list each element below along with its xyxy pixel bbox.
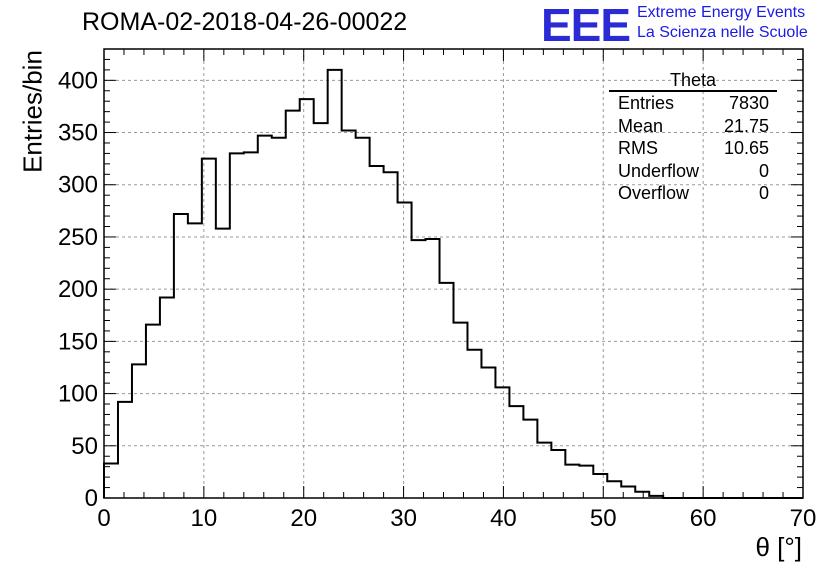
logo-text-line2: La Scienza nelle Scuole (637, 24, 808, 41)
x-tick-label: 20 (290, 505, 317, 532)
stats-title: Theta (609, 70, 777, 92)
y-tick-label: 400 (58, 67, 98, 94)
stats-box: Theta Entries 7830 Mean 21.75 RMS 10.65 … (609, 70, 777, 205)
stat-row-overflow: Overflow 0 (609, 182, 777, 205)
stat-value: 10.65 (723, 138, 769, 158)
x-tick-label: 70 (790, 505, 817, 532)
y-tick-label: 300 (58, 172, 98, 199)
stat-row-entries: Entries 7830 (609, 92, 777, 115)
stat-value: 21.75 (723, 115, 769, 136)
x-tick-label: 30 (390, 505, 417, 532)
x-tick-label: 10 (191, 505, 218, 532)
axis-ticks (103, 48, 804, 499)
y-tick-label: 100 (58, 381, 98, 408)
stat-label: Underflow (618, 160, 700, 181)
x-axis-label: θ [°] (755, 532, 802, 562)
stat-row-mean: Mean 21.75 (609, 115, 777, 138)
y-tick-label: 250 (58, 224, 98, 251)
stat-row-rms: RMS 10.65 (609, 137, 777, 160)
stat-value: 0 (758, 160, 769, 181)
stat-value: 7830 (728, 93, 769, 113)
eee-logo: EEE (541, 0, 631, 51)
stat-label: RMS (618, 138, 658, 158)
y-tick-label: 0 (85, 485, 98, 512)
y-tick-label: 350 (58, 120, 98, 147)
stat-label: Overflow (618, 183, 690, 203)
logo-text-line1: Extreme Energy Events (637, 4, 806, 21)
histogram-step-line (103, 68, 803, 499)
stat-row-underflow: Underflow 0 (609, 160, 777, 183)
stat-label: Entries (618, 93, 675, 113)
y-tick-label: 50 (71, 433, 98, 460)
grid-lines (104, 49, 803, 498)
tick-labels: 0 10 20 30 40 50 60 70 0 50 100 150 200 250 300 350 400 (58, 67, 816, 532)
stat-value: 0 (758, 183, 769, 203)
x-tick-label: 60 (690, 505, 717, 532)
chart-title: ROMA-02-2018-04-26-00022 (82, 8, 408, 36)
y-axis-label: Entries/bin (17, 50, 48, 173)
y-tick-label: 150 (58, 328, 98, 355)
y-tick-label: 200 (58, 276, 98, 303)
x-tick-label: 40 (490, 505, 517, 532)
plot-frame (103, 48, 804, 499)
x-tick-label: 0 (97, 505, 110, 532)
x-tick-label: 50 (590, 505, 617, 532)
stat-label: Mean (618, 115, 664, 136)
